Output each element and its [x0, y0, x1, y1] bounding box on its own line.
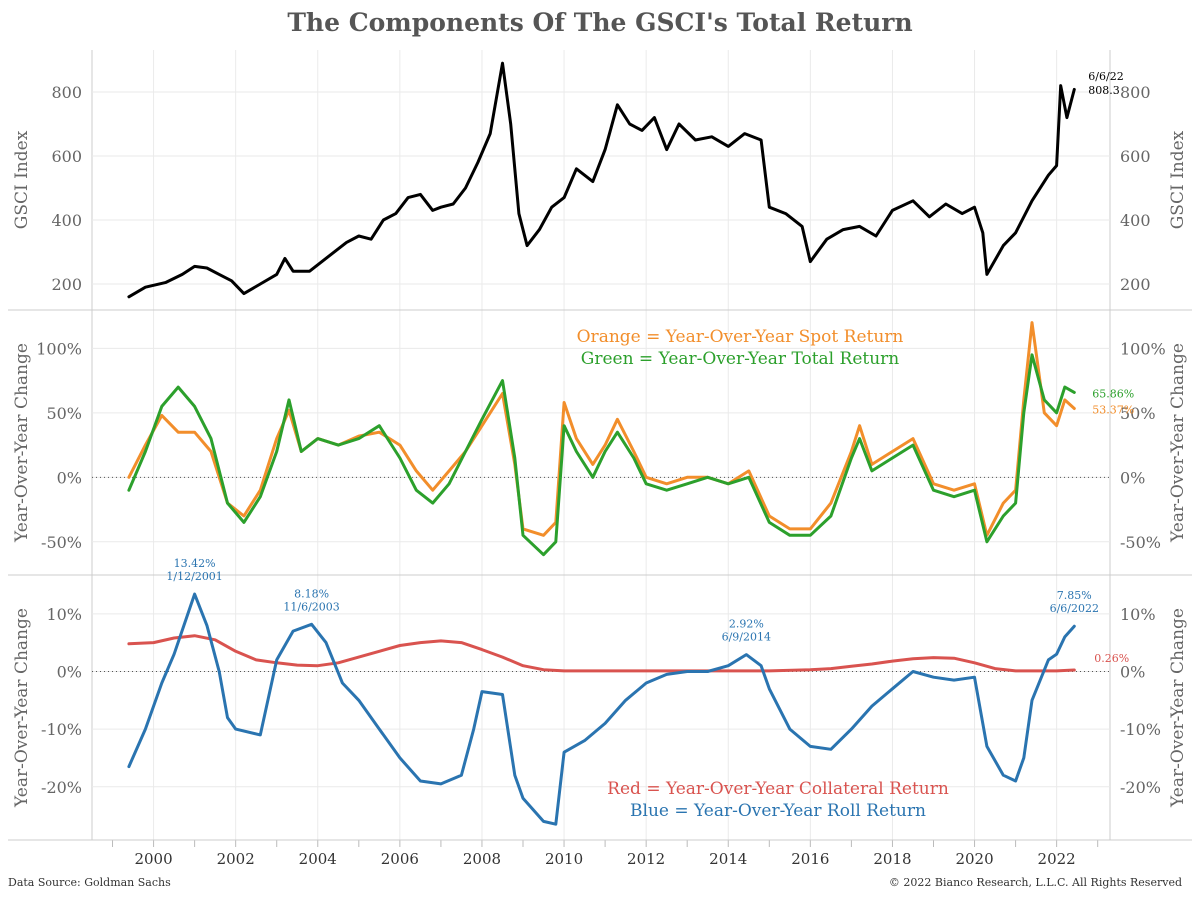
- annotation-label: 7.85%: [1057, 589, 1092, 602]
- copyright-note: © 2022 Bianco Research, L.L.C. All Right…: [888, 876, 1182, 889]
- x-tick-label: 2000: [134, 850, 172, 868]
- series-line-total: [127, 353, 1076, 557]
- annotation-label: 6/6/2022: [1050, 602, 1099, 615]
- x-tick-label: 2004: [299, 850, 337, 868]
- y-tick-label-left: 600: [51, 147, 82, 166]
- annotation-label: 53.37%: [1092, 403, 1134, 416]
- y-tick-label-right: 200: [1120, 275, 1151, 294]
- y-axis-label-left: Year-Over-Year Change: [12, 608, 32, 808]
- data-source-note: Data Source: Goldman Sachs: [8, 876, 171, 889]
- x-tick-label: 2020: [955, 850, 993, 868]
- y-tick-label-left: 100%: [36, 339, 82, 358]
- series-line-gsci-index: [127, 61, 1076, 299]
- x-tick-label: 2016: [791, 850, 829, 868]
- y-tick-label-left: 0%: [57, 468, 82, 487]
- y-tick-label-left: -20%: [41, 778, 82, 797]
- annotation-label: 808.3: [1088, 84, 1120, 97]
- series-line-spot: [127, 321, 1076, 537]
- annotation-label: 11/6/2003: [283, 600, 339, 613]
- y-tick-label-right: 400: [1120, 211, 1151, 230]
- y-axis-label-left: GSCI Index: [12, 130, 32, 229]
- annotation-label: 0.26%: [1094, 652, 1129, 665]
- y-axis-label-right: Year-Over-Year Change: [1168, 343, 1188, 543]
- legend-entry: Orange = Year-Over-Year Spot Return: [577, 327, 904, 347]
- y-tick-label-right: 50%: [1120, 404, 1156, 423]
- y-tick-label-left: 0%: [57, 662, 82, 681]
- x-tick-label: 2006: [381, 850, 419, 868]
- y-tick-label-right: 0%: [1120, 468, 1145, 487]
- annotation-label: 13.42%: [174, 557, 216, 570]
- annotation-label: 2.92%: [729, 618, 764, 631]
- y-tick-label-right: 800: [1120, 83, 1151, 102]
- y-tick-label-left: 800: [51, 83, 82, 102]
- y-tick-label-right: 10%: [1120, 605, 1156, 624]
- x-tick-label: 2008: [463, 850, 501, 868]
- legend-entry: Red = Year-Over-Year Collateral Return: [607, 779, 949, 799]
- x-tick-label: 2002: [217, 850, 255, 868]
- x-tick-label: 2014: [709, 850, 747, 868]
- y-tick-label-right: 600: [1120, 147, 1151, 166]
- y-tick-label-left: 50%: [46, 404, 82, 423]
- y-axis-label-right: GSCI Index: [1168, 130, 1188, 229]
- y-tick-label-right: 0%: [1120, 662, 1145, 681]
- chart-title: The Components Of The GSCI's Total Retur…: [287, 8, 913, 37]
- y-tick-label-left: 200: [51, 275, 82, 294]
- y-tick-label-left: 400: [51, 211, 82, 230]
- series-line-collateral: [127, 634, 1076, 673]
- y-tick-label-right: -50%: [1120, 533, 1161, 552]
- x-tick-label: 2012: [627, 850, 665, 868]
- annotation-label: 8.18%: [294, 587, 329, 600]
- legend-entry: Blue = Year-Over-Year Roll Return: [630, 801, 926, 821]
- y-tick-label-left: -10%: [41, 720, 82, 739]
- annotation-label: 6/9/2014: [722, 631, 771, 644]
- y-tick-label-left: -50%: [41, 533, 82, 552]
- y-axis-label-right: Year-Over-Year Change: [1168, 608, 1188, 808]
- y-tick-label-right: -20%: [1120, 778, 1161, 797]
- legend-entry: Green = Year-Over-Year Total Return: [581, 349, 900, 369]
- y-tick-label-left: 10%: [46, 605, 82, 624]
- y-tick-label-right: -10%: [1120, 720, 1161, 739]
- y-axis-label-left: Year-Over-Year Change: [12, 343, 32, 543]
- x-tick-label: 2018: [873, 850, 911, 868]
- series-line-roll: [127, 592, 1076, 826]
- annotation-label: 1/12/2001: [166, 570, 222, 583]
- annotation-label: 65.86%: [1092, 387, 1134, 400]
- x-tick-label: 2010: [545, 850, 583, 868]
- x-tick-label: 2022: [1038, 850, 1076, 868]
- annotation-label: 6/6/22: [1088, 70, 1123, 83]
- y-tick-label-right: 100%: [1120, 339, 1166, 358]
